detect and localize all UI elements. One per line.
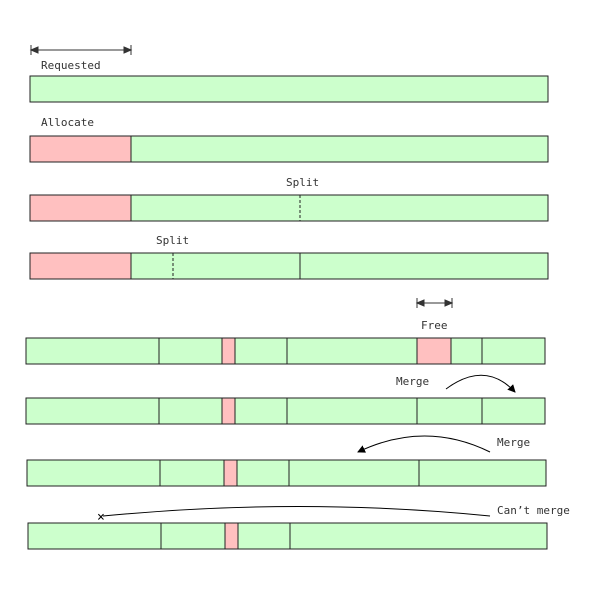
block-free bbox=[160, 522, 226, 550]
memory-row-initial bbox=[29, 75, 549, 103]
memory-row-split-1 bbox=[29, 194, 549, 222]
block-free bbox=[237, 522, 291, 550]
memory-row-merge-2 bbox=[26, 459, 547, 487]
block-free bbox=[234, 397, 288, 425]
block-allocated bbox=[29, 194, 132, 222]
block-free bbox=[236, 459, 290, 487]
block-free bbox=[450, 337, 483, 365]
label-cant-merge: Can’t merge bbox=[497, 504, 570, 517]
memory-row-allocate bbox=[29, 135, 549, 163]
label-split-1: Split bbox=[286, 176, 319, 189]
block-free bbox=[29, 75, 549, 103]
memory-row-cant-merge bbox=[27, 522, 548, 550]
block-allocated bbox=[29, 252, 132, 280]
free-span-indicator bbox=[415, 298, 454, 308]
block-free bbox=[130, 252, 301, 280]
label-free: Free bbox=[421, 319, 448, 332]
label-merge-2: Merge bbox=[497, 436, 530, 449]
cant-merge-x-icon: × bbox=[97, 510, 105, 525]
block-allocated bbox=[223, 459, 238, 487]
requested-span-indicator bbox=[29, 45, 133, 55]
block-free bbox=[25, 337, 160, 365]
block-free bbox=[26, 459, 161, 487]
memory-row-merge-1 bbox=[25, 397, 546, 425]
block-free bbox=[130, 135, 549, 163]
label-merge-1: Merge bbox=[396, 375, 429, 388]
label-split-2: Split bbox=[156, 234, 189, 247]
block-free bbox=[130, 194, 549, 222]
block-allocated bbox=[224, 522, 239, 550]
block-free bbox=[481, 337, 546, 365]
memory-row-split-2 bbox=[29, 252, 549, 280]
block-free bbox=[286, 337, 418, 365]
block-free bbox=[159, 459, 225, 487]
block-free bbox=[158, 337, 223, 365]
label-allocate: Allocate bbox=[41, 116, 94, 129]
merge-arrow-right bbox=[445, 374, 516, 393]
block-free bbox=[158, 397, 223, 425]
block-allocated bbox=[221, 337, 236, 365]
block-free bbox=[234, 337, 288, 365]
block-allocated bbox=[221, 397, 236, 425]
cant-merge-line bbox=[102, 506, 491, 517]
block-freed bbox=[416, 337, 452, 365]
label-requested: Requested bbox=[41, 59, 101, 72]
block-free bbox=[416, 397, 483, 425]
block-free bbox=[299, 252, 549, 280]
block-free bbox=[288, 459, 420, 487]
memory-row-free bbox=[25, 337, 546, 365]
block-free bbox=[481, 397, 546, 425]
block-free bbox=[289, 522, 548, 550]
block-free bbox=[286, 397, 418, 425]
block-allocated bbox=[29, 135, 132, 163]
block-free bbox=[418, 459, 547, 487]
block-free bbox=[25, 397, 160, 425]
merge-arrow-left bbox=[357, 435, 491, 453]
block-free bbox=[27, 522, 162, 550]
